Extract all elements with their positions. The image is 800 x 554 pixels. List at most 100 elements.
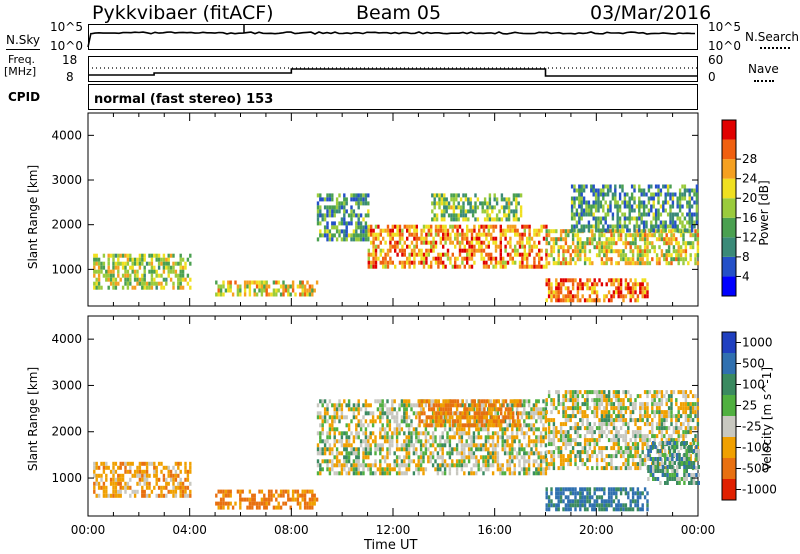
echo-cell bbox=[403, 252, 406, 257]
echo-cell bbox=[651, 241, 654, 246]
echo-cell bbox=[490, 252, 493, 257]
echo-cell bbox=[410, 248, 414, 253]
echo-cell bbox=[345, 237, 348, 242]
echo-cell bbox=[588, 487, 592, 492]
echo-cell bbox=[639, 290, 642, 295]
echo-cell bbox=[527, 463, 531, 468]
echo-cell bbox=[362, 463, 365, 468]
echo-cell bbox=[419, 463, 423, 468]
echo-cell bbox=[459, 213, 463, 218]
echo-cell bbox=[667, 253, 671, 258]
echo-cell bbox=[499, 224, 502, 229]
echo-cell bbox=[451, 411, 454, 416]
echo-cell bbox=[435, 423, 438, 428]
echo-cell bbox=[480, 232, 483, 237]
echo-cell bbox=[494, 431, 497, 436]
echo-cell bbox=[559, 495, 563, 500]
echo-cell bbox=[162, 277, 166, 282]
echo-cell bbox=[639, 245, 642, 250]
echo-cell bbox=[562, 462, 565, 467]
echo-cell bbox=[347, 213, 351, 218]
echo-cell bbox=[588, 294, 592, 299]
echo-cell bbox=[364, 403, 368, 408]
echo-cell bbox=[579, 503, 582, 508]
echo-cell bbox=[683, 228, 687, 233]
echo-cell bbox=[619, 418, 623, 423]
echo-cell bbox=[579, 491, 582, 496]
echo-cell bbox=[593, 390, 596, 395]
echo-cell bbox=[167, 469, 170, 474]
echo-cell bbox=[581, 503, 584, 508]
echo-cell bbox=[376, 407, 380, 412]
echo-cell bbox=[671, 196, 675, 201]
echo-cell bbox=[282, 489, 285, 494]
echo-cell bbox=[398, 471, 401, 476]
echo-cell bbox=[523, 252, 526, 257]
echo-cell bbox=[636, 249, 640, 254]
echo-cell bbox=[455, 427, 459, 432]
echo-cell bbox=[338, 451, 341, 456]
echo-cell bbox=[631, 462, 635, 467]
echo-cell bbox=[670, 442, 673, 447]
echo-cell bbox=[333, 233, 336, 238]
echo-cell bbox=[239, 292, 242, 297]
nsky-tick-top: 10^5 bbox=[50, 20, 83, 34]
echo-cell bbox=[333, 225, 336, 230]
echo-cell bbox=[562, 298, 565, 303]
echo-cell bbox=[258, 288, 261, 293]
echo-cell bbox=[639, 458, 642, 463]
echo-cell bbox=[418, 411, 421, 416]
echo-cell bbox=[672, 245, 676, 250]
echo-cell bbox=[169, 473, 173, 478]
echo-cell bbox=[398, 228, 402, 233]
echo-cell bbox=[667, 245, 671, 250]
echo-cell bbox=[600, 487, 604, 492]
echo-cell bbox=[686, 204, 689, 209]
echo-cell bbox=[592, 188, 595, 193]
echo-cell bbox=[184, 261, 187, 266]
echo-cell bbox=[593, 410, 596, 415]
echo-cell bbox=[641, 438, 644, 443]
echo-cell bbox=[552, 261, 556, 266]
echo-cell bbox=[496, 439, 500, 444]
echo-cell bbox=[403, 439, 406, 444]
echo-cell bbox=[623, 212, 627, 217]
echo-cell bbox=[612, 394, 616, 399]
echo-cell bbox=[326, 431, 329, 436]
echo-cell bbox=[599, 200, 603, 205]
echo-cell bbox=[148, 461, 151, 466]
echo-cell bbox=[617, 414, 620, 419]
echo-cell bbox=[124, 461, 127, 466]
echo-cell bbox=[621, 224, 624, 229]
echo-cell bbox=[446, 252, 450, 257]
echo-cell bbox=[388, 435, 392, 440]
echo-cell bbox=[652, 200, 655, 205]
echo-cell bbox=[352, 407, 356, 412]
echo-cell bbox=[442, 236, 445, 241]
echo-cell bbox=[688, 220, 691, 225]
echo-cell bbox=[374, 236, 378, 241]
echo-cell bbox=[557, 290, 560, 295]
echo-cell bbox=[477, 427, 480, 432]
echo-cell bbox=[506, 260, 510, 265]
echo-cell bbox=[615, 454, 618, 459]
echo-cell bbox=[287, 493, 290, 498]
echo-cell bbox=[513, 403, 516, 408]
echo-cell bbox=[367, 439, 370, 444]
echo-cell bbox=[470, 443, 473, 448]
echo-cell bbox=[654, 461, 657, 465]
echo-cell bbox=[452, 213, 456, 218]
echo-cell bbox=[545, 402, 548, 407]
echo-cell bbox=[516, 415, 520, 420]
echo-cell bbox=[347, 423, 351, 428]
echo-cell bbox=[545, 224, 548, 229]
echo-cell bbox=[602, 184, 605, 189]
echo-cell bbox=[696, 406, 700, 411]
echo-cell bbox=[482, 447, 485, 452]
echo-cell bbox=[442, 232, 445, 237]
echo-cell bbox=[405, 419, 408, 424]
echo-cell bbox=[258, 489, 261, 494]
echo-cell bbox=[574, 402, 577, 407]
echo-cell bbox=[641, 282, 644, 287]
echo-cell bbox=[689, 458, 692, 463]
